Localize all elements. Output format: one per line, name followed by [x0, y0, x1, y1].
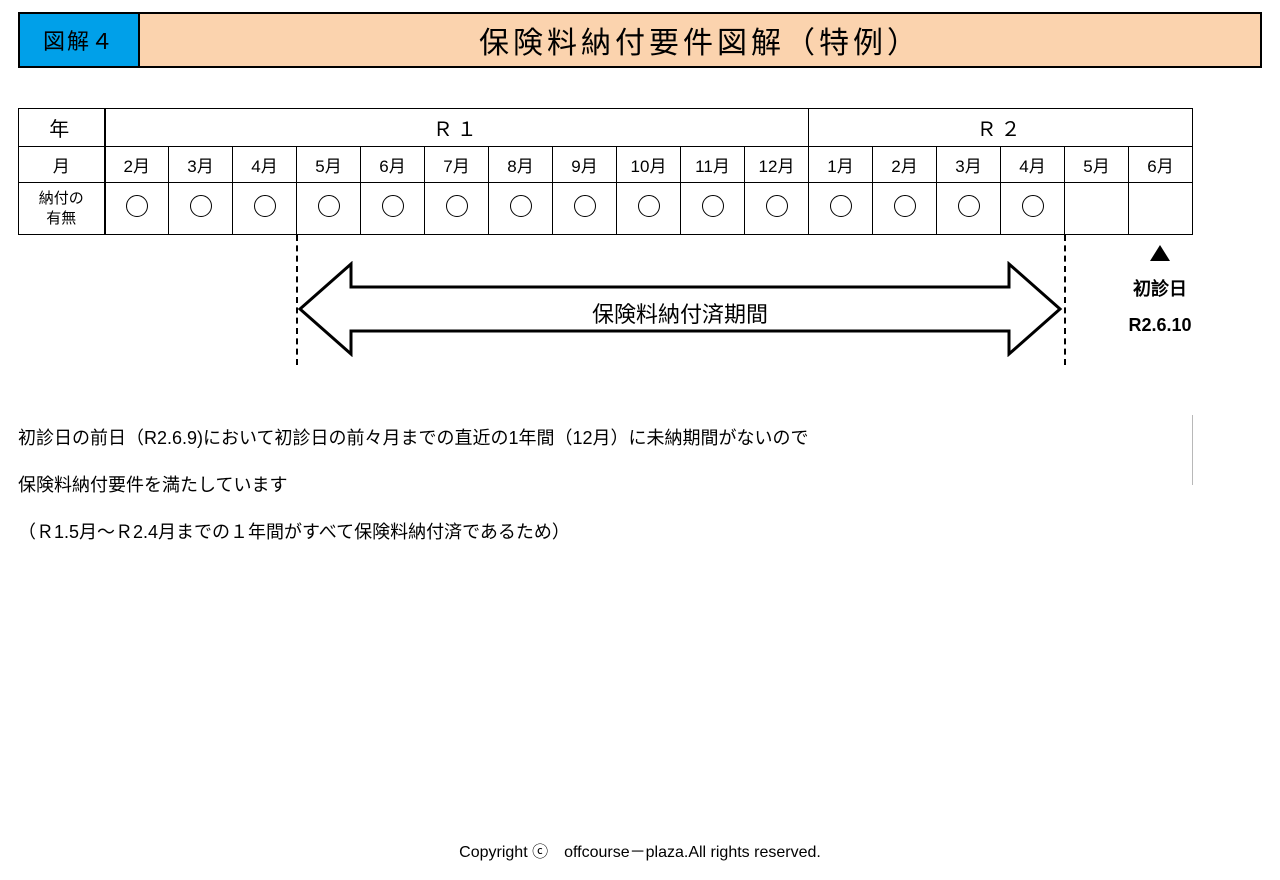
note-line: （Ｒ1.5月～Ｒ2.4月までの１年間がすべて保険料納付済であるため）	[18, 509, 1262, 556]
paid-circle-icon	[958, 195, 980, 217]
payment-cell	[809, 183, 873, 235]
month-cell: 2月	[105, 147, 169, 183]
payment-cell	[489, 183, 553, 235]
payment-cell	[361, 183, 425, 235]
year-cell: Ｒ１	[105, 109, 809, 147]
payment-cell	[1001, 183, 1065, 235]
month-cell: 4月	[1001, 147, 1065, 183]
period-arrow	[296, 261, 1064, 357]
month-cell: 11月	[681, 147, 745, 183]
diagram-tag: 図解４	[20, 14, 140, 66]
paid-circle-icon	[894, 195, 916, 217]
month-cell: 5月	[297, 147, 361, 183]
paid-circle-icon	[446, 195, 468, 217]
payment-cell	[937, 183, 1001, 235]
month-cell: 8月	[489, 147, 553, 183]
payment-cell	[105, 183, 169, 235]
paid-circle-icon	[126, 195, 148, 217]
timeline-table-wrap: 年Ｒ１Ｒ２月2月3月4月5月6月7月8月9月10月11月12月1月2月3月4月5…	[18, 108, 1262, 235]
explanation-notes: 初診日の前日（R2.6.9)において初診日の前々月までの直近の1年間（12月）に…	[18, 415, 1262, 555]
note-line: 保険料納付要件を満たしています	[18, 462, 1262, 509]
paid-circle-icon	[638, 195, 660, 217]
payment-cell	[1129, 183, 1193, 235]
paid-circle-icon	[510, 195, 532, 217]
paid-circle-icon	[1022, 195, 1044, 217]
month-cell: 3月	[937, 147, 1001, 183]
title-bar: 図解４ 保険料納付要件図解（特例）	[18, 12, 1262, 68]
month-cell: 5月	[1065, 147, 1129, 183]
paid-circle-icon	[318, 195, 340, 217]
month-cell: 2月	[873, 147, 937, 183]
diagram-title: 保険料納付要件図解（特例）	[140, 14, 1260, 66]
payment-cell	[425, 183, 489, 235]
copyright: Copyright ⓒ offcourse－plaza.All rights r…	[18, 838, 1262, 862]
row-header-month: 月	[19, 147, 105, 183]
notes-divider	[1192, 415, 1193, 485]
payment-cell	[681, 183, 745, 235]
paid-circle-icon	[830, 195, 852, 217]
month-cell: 4月	[233, 147, 297, 183]
month-cell: 7月	[425, 147, 489, 183]
paid-circle-icon	[574, 195, 596, 217]
month-cell: 3月	[169, 147, 233, 183]
paid-circle-icon	[254, 195, 276, 217]
year-cell: Ｒ２	[809, 109, 1193, 147]
paid-circle-icon	[190, 195, 212, 217]
payment-cell	[233, 183, 297, 235]
event-marker: 初診日R2.6.10	[1110, 245, 1210, 343]
paid-circle-icon	[766, 195, 788, 217]
event-marker-line: 初診日	[1110, 271, 1210, 307]
payment-cell	[745, 183, 809, 235]
payment-cell	[873, 183, 937, 235]
month-cell: 6月	[1129, 147, 1193, 183]
timeline-table: 年Ｒ１Ｒ２月2月3月4月5月6月7月8月9月10月11月12月1月2月3月4月5…	[18, 108, 1193, 235]
month-cell: 9月	[553, 147, 617, 183]
payment-cell	[297, 183, 361, 235]
payment-cell	[1065, 183, 1129, 235]
paid-circle-icon	[382, 195, 404, 217]
payment-cell	[617, 183, 681, 235]
paid-circle-icon	[702, 195, 724, 217]
month-cell: 10月	[617, 147, 681, 183]
month-cell: 1月	[809, 147, 873, 183]
period-diagram: 保険料納付済期間初診日R2.6.10	[18, 235, 1262, 385]
period-end-line	[1064, 235, 1066, 365]
month-cell: 12月	[745, 147, 809, 183]
payment-cell	[553, 183, 617, 235]
event-marker-line: R2.6.10	[1110, 307, 1210, 343]
triangle-up-icon	[1150, 245, 1170, 261]
note-line: 初診日の前日（R2.6.9)において初診日の前々月までの直近の1年間（12月）に…	[18, 415, 1262, 462]
row-header-payment: 納付の有無	[19, 183, 105, 235]
month-cell: 6月	[361, 147, 425, 183]
row-header-year: 年	[19, 109, 105, 147]
payment-cell	[169, 183, 233, 235]
